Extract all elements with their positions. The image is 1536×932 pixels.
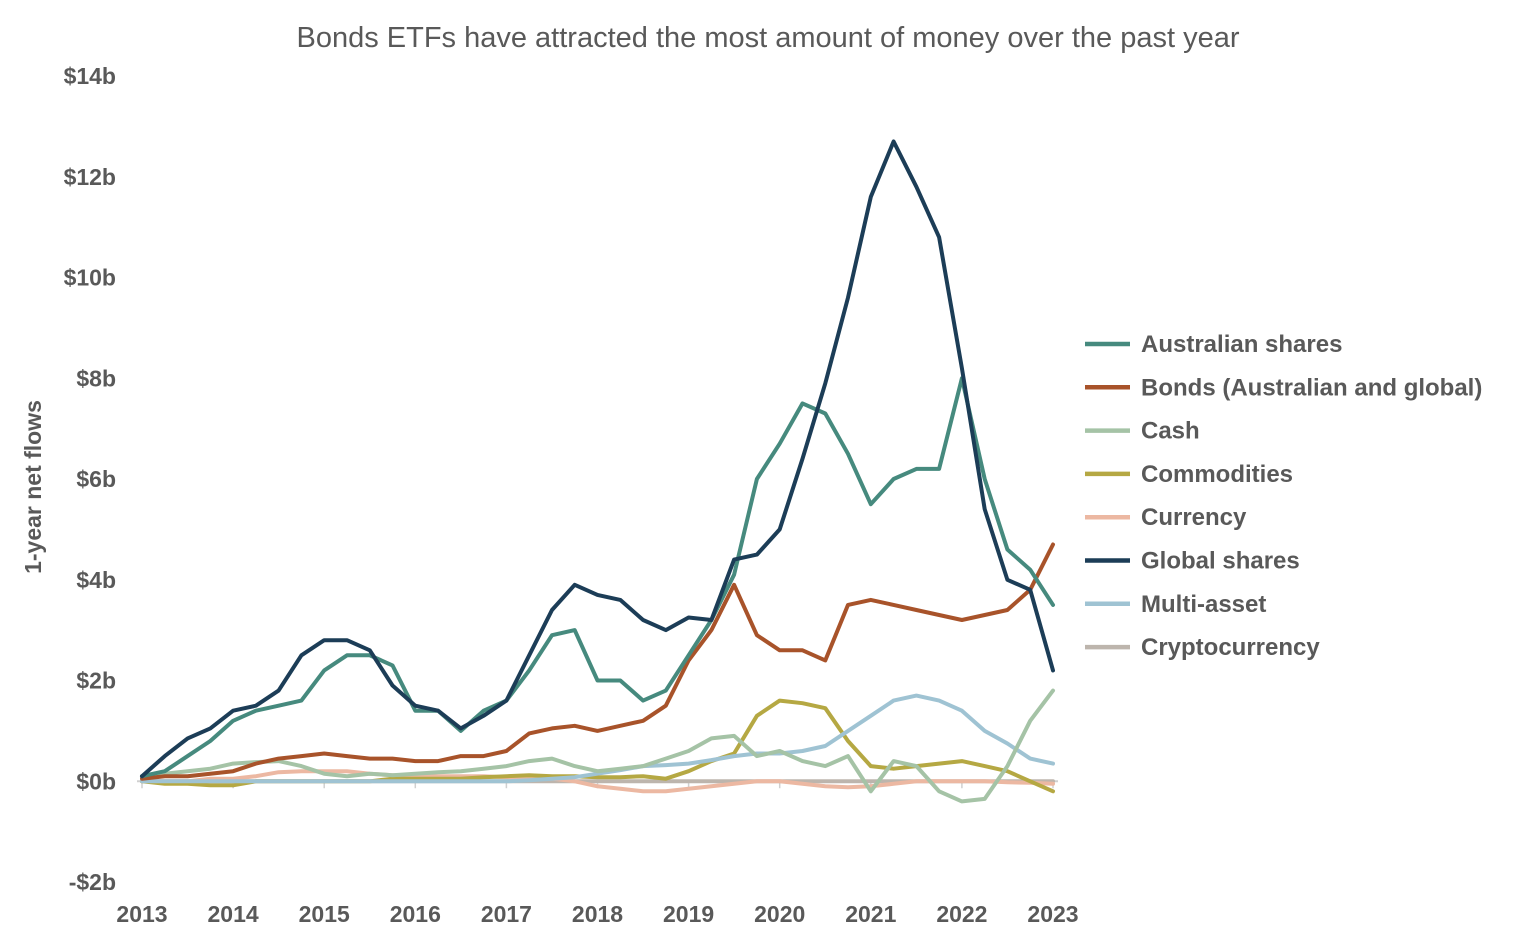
series-line-cash <box>140 688 1055 804</box>
legend-label: Global shares <box>1141 548 1300 575</box>
y-tick-label: $14b <box>64 63 116 89</box>
y-axis-title: 1-year net flows <box>20 400 46 574</box>
x-tick-label: 2018 <box>572 901 623 927</box>
legend-item: Currency <box>1085 504 1247 531</box>
x-tick-label: 2020 <box>754 901 805 927</box>
y-tick-label: $4b <box>76 567 116 593</box>
x-tick-label: 2019 <box>663 901 714 927</box>
y-tick-label: $10b <box>64 265 116 291</box>
legend-item: Cryptocurrency <box>1085 634 1320 661</box>
y-tick-label: $6b <box>76 466 116 492</box>
legend-label: Cash <box>1141 418 1200 445</box>
legend-item: Cash <box>1085 418 1200 445</box>
legend-label: Cryptocurrency <box>1141 634 1320 661</box>
series-line-currency <box>140 769 1055 794</box>
legend-item: Australian shares <box>1085 331 1342 358</box>
legend-label: Multi-asset <box>1141 591 1266 618</box>
legend-item: Bonds (Australian and global) <box>1085 374 1482 401</box>
y-tick-label: -$2b <box>69 869 116 895</box>
legend-item: Commodities <box>1085 461 1293 488</box>
legend-label: Australian shares <box>1141 331 1342 358</box>
legend-label: Commodities <box>1141 461 1293 488</box>
legend-label: Currency <box>1141 504 1247 531</box>
y-tick-label: $2b <box>76 668 116 694</box>
x-tick-label: 2015 <box>299 901 350 927</box>
x-tick-label: 2017 <box>481 901 532 927</box>
legend-item: Multi-asset <box>1085 591 1266 618</box>
legend-label: Bonds (Australian and global) <box>1141 374 1482 401</box>
x-tick-label: 2016 <box>390 901 441 927</box>
series-line-commodities <box>140 698 1055 794</box>
series-line-multi-asset <box>140 693 1055 784</box>
chart-title: Bonds ETFs have attracted the most amoun… <box>297 22 1240 54</box>
legend-item: Global shares <box>1085 548 1300 575</box>
x-tick-label: 2023 <box>1027 901 1078 927</box>
y-tick-label: $8b <box>76 365 116 391</box>
series-line-global-shares <box>140 139 1055 779</box>
y-tick-label: $12b <box>64 164 116 190</box>
x-tick-label: 2022 <box>936 901 987 927</box>
series-line-bonds-australian-and-global <box>140 542 1055 781</box>
x-tick-label: 2014 <box>208 901 259 927</box>
y-tick-label: $0b <box>76 768 116 794</box>
x-tick-label: 2021 <box>845 901 896 927</box>
series-line-australian-shares <box>140 376 1055 779</box>
x-tick-label: 2013 <box>116 901 167 927</box>
